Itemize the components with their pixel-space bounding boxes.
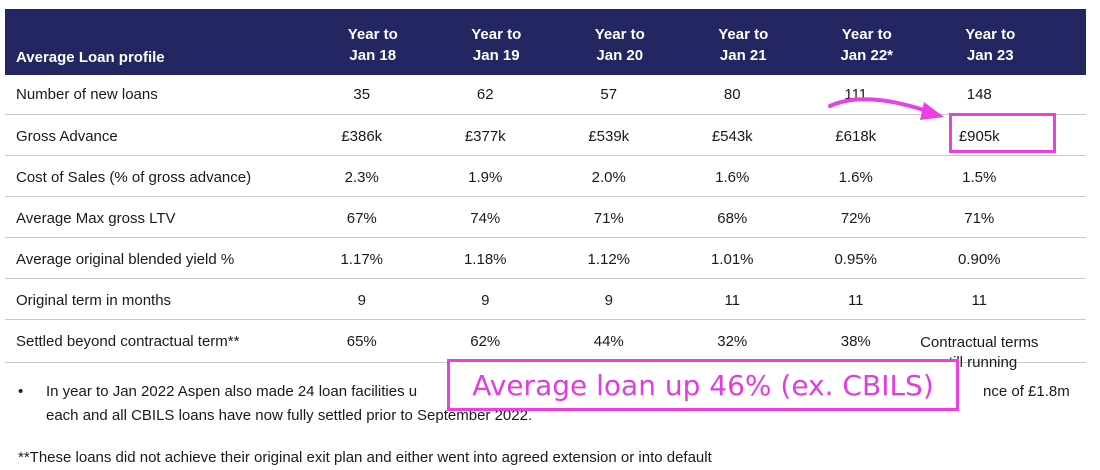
table-row: Cost of Sales (% of gross advance) 2.3% … — [5, 156, 1086, 197]
table-cell-contractual: Contractual terms still running — [920, 334, 1039, 371]
header-label: Average Loan profile — [16, 49, 165, 66]
footnote-line2: each and all CBILS loans have now fully … — [46, 407, 533, 424]
row-label: Number of new loans — [16, 86, 158, 103]
table-cell: 62 — [476, 86, 494, 103]
row-label: Settled beyond contractual term** — [16, 333, 240, 350]
table-cell: £539k — [588, 128, 630, 145]
table-cell: £377k — [464, 128, 506, 145]
table-cell: 0.95% — [834, 251, 878, 268]
table-cell: 1.01% — [710, 251, 754, 268]
table-row: Settled beyond contractual term** 65% 62… — [5, 320, 1086, 371]
table-cell: 62% — [470, 333, 501, 350]
header-year-jan21: Year to Jan 21 — [718, 26, 769, 64]
row-label: Average original blended yield % — [16, 251, 235, 268]
table-cell: 11 — [847, 292, 864, 309]
table-cell: £618k — [835, 128, 877, 145]
table-cell: 1.6% — [838, 169, 873, 186]
table-cell: 68% — [717, 210, 748, 227]
table-header: Average Loan profile Year to Jan 18 Year … — [5, 9, 1086, 75]
table-cell: 2.3% — [344, 169, 379, 186]
table-row: Average Max gross LTV 67% 74% 71% 68% 72… — [5, 197, 1086, 238]
table-cell: 1.9% — [468, 169, 503, 186]
table-cell: 9 — [357, 292, 366, 309]
header-year-jan18: Year to Jan 18 — [347, 26, 398, 64]
table-cell: 1.17% — [340, 251, 384, 268]
curved-arrow-icon — [828, 97, 944, 120]
table-cell: 1.5% — [962, 169, 997, 186]
table-cell: £905k — [958, 128, 1000, 145]
table-row: Average original blended yield % 1.17% 1… — [5, 238, 1086, 279]
table-cell: 67% — [346, 210, 377, 227]
table-cell: 71% — [593, 210, 624, 227]
table-cell: 11 — [971, 292, 988, 309]
gross-advance-highlight-box — [949, 113, 1056, 153]
row-label: Gross Advance — [16, 128, 118, 145]
table-cell: 57 — [600, 86, 618, 103]
row-label: Average Max gross LTV — [16, 210, 176, 227]
header-year-jan19: Year to Jan 19 — [471, 26, 522, 64]
table-cell: 80 — [723, 86, 741, 103]
table-row: Gross Advance £386k £377k £539k £543k £6… — [5, 115, 1086, 156]
average-loan-banner: Average loan up 46% (ex. CBILS) — [447, 359, 959, 411]
header-year-jan23: Year to Jan 23 — [965, 26, 1016, 64]
table-cell: 35 — [353, 86, 371, 103]
bullet-icon: • — [18, 383, 24, 400]
table-cell: 38% — [840, 333, 871, 350]
footnote-line1-end: nce of £1.8m — [983, 383, 1070, 400]
table-cell: 72% — [840, 210, 871, 227]
table-cell: 11 — [724, 292, 741, 309]
table-cell: 1.12% — [587, 251, 631, 268]
table-cell: 65% — [346, 333, 377, 350]
loan-profile-table: Average Loan profile Year to Jan 18 Year … — [5, 9, 1086, 371]
footnote-extension: **These loans did not achieve their orig… — [18, 449, 712, 466]
table-row: Original term in months 9 9 9 11 11 11 — [5, 279, 1086, 320]
table-cell: 44% — [593, 333, 624, 350]
table-cell: 74% — [470, 210, 501, 227]
row-label: Original term in months — [16, 292, 172, 309]
table-cell: 32% — [717, 333, 748, 350]
table-cell: 148 — [966, 86, 992, 103]
table-cell: 0.90% — [957, 251, 1001, 268]
header-year-jan20: Year to Jan 20 — [594, 26, 645, 64]
table-cell: 1.6% — [715, 169, 750, 186]
table-cell: £543k — [711, 128, 753, 145]
table-cell: 1.18% — [463, 251, 507, 268]
table-cell: 2.0% — [591, 169, 626, 186]
footnote-line1: In year to Jan 2022 Aspen also made 24 l… — [46, 383, 418, 400]
table-cell: 9 — [481, 292, 490, 309]
header-year-jan22: Year to Jan 22* — [840, 26, 894, 64]
table-cell: 71% — [964, 210, 995, 227]
table-cell: £386k — [341, 128, 383, 145]
row-label: Cost of Sales (% of gross advance) — [16, 169, 252, 186]
table-cell: 9 — [604, 292, 613, 309]
